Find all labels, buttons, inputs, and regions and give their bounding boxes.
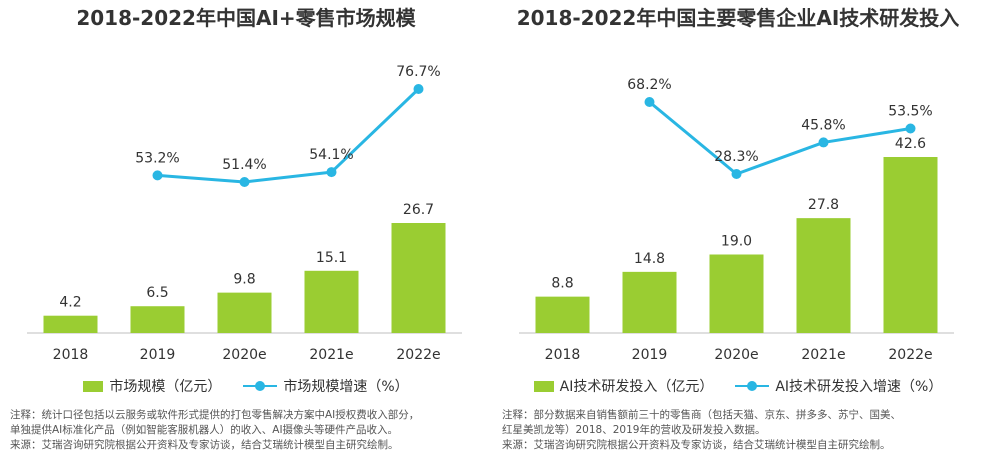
growth-point <box>413 84 424 94</box>
legend-item-bar: AI技术研发投入（亿元） <box>533 376 714 396</box>
growth-value-label: 76.7% <box>396 64 440 80</box>
growth-line <box>648 100 911 176</box>
bar-value-label: 19.0 <box>721 234 752 250</box>
growth-point <box>818 137 829 148</box>
growth-point <box>239 177 250 187</box>
chart-plot: 8.8 2018 14.8 2019 19.0 2020e 27.8 2021e 42.6 202… <box>519 77 954 363</box>
growth-point <box>152 170 163 181</box>
bar <box>43 315 98 333</box>
legend-label: 市场规模增速（%） <box>283 379 409 395</box>
bar <box>796 218 851 333</box>
x-tick-label: 2020e <box>714 347 758 363</box>
legend-label: 市场规模（亿元） <box>109 379 222 395</box>
bar <box>130 306 185 333</box>
chart-panel-rd-investment: 2018-2022年中国主要零售企业AI技术研发投入 8.8 2018 14.8 20… <box>492 0 984 459</box>
x-tick-label: 2019 <box>632 347 668 363</box>
bar <box>535 296 590 333</box>
bar <box>622 271 677 333</box>
x-tick-label: 2018 <box>53 347 89 363</box>
growth-point <box>326 167 337 178</box>
legend-item-line: AI技术研发投入增速（%） <box>735 376 942 396</box>
chart-legend: AI技术研发投入（亿元） AI技术研发投入增速（%） <box>492 376 984 396</box>
x-tick-label: 2020e <box>222 347 266 363</box>
legend-bar-swatch-icon <box>83 380 104 392</box>
bar <box>217 292 272 333</box>
bar <box>709 254 764 333</box>
chart-panel-market-size: 2018-2022年中国AI+零售市场规模 4.2 2018 6.5 2019 9.8 2… <box>0 6 492 453</box>
bar <box>391 223 446 333</box>
x-tick-label: 2018 <box>545 347 581 363</box>
bar-value-label: 4.2 <box>59 295 81 311</box>
legend-line-swatch-icon <box>735 380 770 392</box>
bar-value-label: 6.5 <box>146 285 168 301</box>
legend-label: AI技术研发投入（亿元） <box>559 379 714 395</box>
chart-legend: 市场规模（亿元） 市场规模增速（%） <box>0 376 492 396</box>
bar-value-label: 42.6 <box>895 136 926 152</box>
note-line: 来源：艾瑞咨询研究院根据公开资料及专家访谈，结合艾瑞统计模型自主研究绘制。 <box>10 439 399 451</box>
growth-value-label: 51.4% <box>222 157 266 173</box>
chart-plot: 4.2 2018 6.5 2019 9.8 2020e 15.1 2021e 26.7 2022e… <box>27 64 462 363</box>
note-line: 注释：统计口径包括以云服务或软件形式提供的打包零售解决方案中AI授权费收入部分， <box>10 409 420 421</box>
x-tick-label: 2022e <box>888 347 932 363</box>
x-tick-label: 2022e <box>396 347 440 363</box>
growth-point <box>644 97 655 107</box>
bar-value-label: 27.8 <box>808 197 839 213</box>
growth-point <box>731 169 742 179</box>
chart-notes: 注释：部分数据来自销售额前三十的零售商（包括天猫、京东、拼多多、苏宁、国美、 红… <box>502 408 977 453</box>
x-tick-label: 2021e <box>309 347 353 363</box>
growth-value-label: 53.5% <box>888 104 932 120</box>
bar-value-label: 26.7 <box>403 202 434 218</box>
legend-line-swatch-icon <box>243 380 278 392</box>
growth-value-label: 28.3% <box>714 149 758 165</box>
note-line: 注释：部分数据来自销售额前三十的零售商（包括天猫、京东、拼多多、苏宁、国美、 <box>502 409 901 421</box>
legend-bar-swatch-icon <box>533 380 554 392</box>
growth-line <box>157 87 420 184</box>
x-tick-label: 2019 <box>140 347 176 363</box>
growth-value-label: 54.1% <box>309 147 353 163</box>
x-tick-label: 2021e <box>801 347 845 363</box>
growth-value-label: 68.2% <box>627 77 671 93</box>
note-line: 来源：艾瑞咨询研究院根据公开资料及专家访谈，结合艾瑞统计模型自主研究绘制。 <box>502 439 891 451</box>
bar-value-label: 8.8 <box>551 276 573 292</box>
growth-point <box>905 123 916 134</box>
legend-item-bar: 市场规模（亿元） <box>83 376 221 396</box>
growth-value-label: 53.2% <box>135 150 179 166</box>
bar-value-label: 9.8 <box>233 272 255 288</box>
bar <box>883 157 938 333</box>
bar-value-label: 14.8 <box>634 251 665 267</box>
chart-title: 2018-2022年中国主要零售企业AI技术研发投入 <box>516 6 960 30</box>
chart-notes: 注释：统计口径包括以云服务或软件形式提供的打包零售解决方案中AI授权费收入部分，… <box>10 408 485 453</box>
chart-title: 2018-2022年中国AI+零售市场规模 <box>76 6 416 30</box>
bar <box>304 270 359 333</box>
note-line: 红星美凯龙等）2018、2019年的营收及研发投入数据。 <box>502 424 766 436</box>
legend-item-line: 市场规模增速（%） <box>243 376 409 396</box>
bar-value-label: 15.1 <box>316 250 347 266</box>
note-line: 单独提供AI标准化产品（例如智能客服机器人）的收入、AI摄像头等硬件产品收入。 <box>10 424 399 436</box>
growth-value-label: 45.8% <box>801 117 845 133</box>
legend-label: AI技术研发投入增速（%） <box>775 379 943 395</box>
